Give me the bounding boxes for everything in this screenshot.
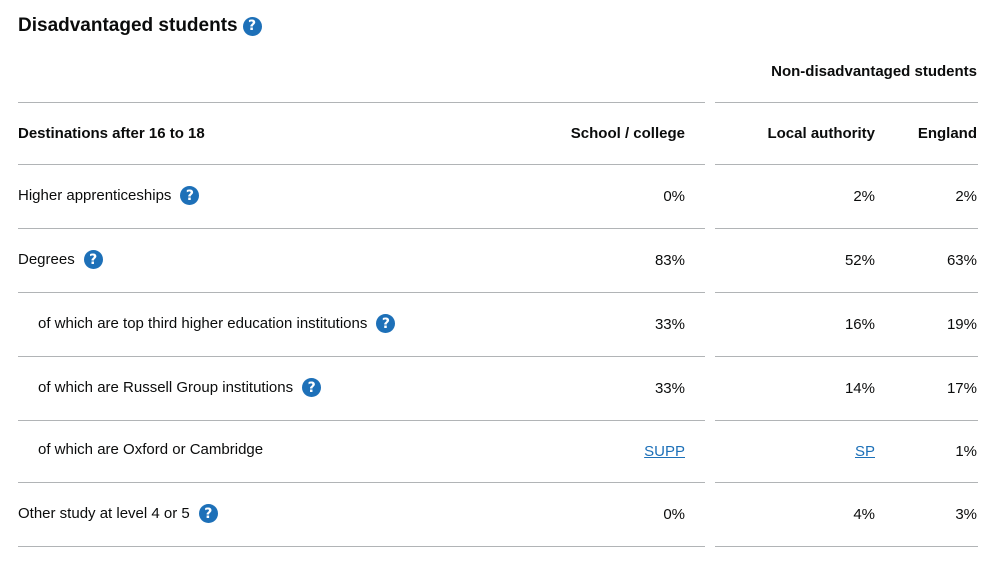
- question-circle-icon[interactable]: ?: [302, 378, 322, 397]
- cell-england-value: 19%: [946, 316, 977, 333]
- cell-england-value: 1%: [955, 443, 977, 460]
- cell-school-value[interactable]: SUPP: [644, 443, 685, 460]
- divider: [18, 102, 705, 103]
- column-header-school: School / college: [570, 125, 685, 142]
- row-divider: [18, 356, 705, 357]
- cell-school-value: 33%: [654, 380, 685, 397]
- row-divider: [18, 228, 705, 229]
- row-divider: [715, 546, 978, 547]
- row-divider: [715, 292, 978, 293]
- cell-school-value: 33%: [654, 316, 685, 333]
- row-label: Other study at level 4 or 5?: [18, 504, 218, 523]
- cell-england-value: 17%: [946, 380, 977, 397]
- row-label: of which are top third higher education …: [38, 314, 396, 333]
- cell-school-value: 0%: [663, 188, 685, 205]
- row-label-text: of which are Oxford or Cambridge: [38, 441, 264, 458]
- question-circle-icon[interactable]: ?: [376, 314, 396, 333]
- row-divider: [18, 482, 705, 483]
- cell-england-value: 63%: [946, 252, 977, 269]
- row-divider: [715, 482, 978, 483]
- row-label: Higher apprenticeships?: [18, 186, 200, 205]
- row-label: Degrees?: [18, 250, 103, 269]
- cell-local-authority-value: 14%: [844, 380, 875, 397]
- row-divider: [18, 164, 705, 165]
- row-label-text: of which are Russell Group institutions: [38, 379, 294, 396]
- cell-local-authority-value: 16%: [844, 316, 875, 333]
- cell-local-authority-value[interactable]: SP: [854, 443, 875, 460]
- question-circle-icon[interactable]: ?: [198, 504, 218, 523]
- column-header-england: England: [917, 125, 977, 142]
- row-divider: [18, 420, 705, 421]
- question-circle-icon[interactable]: ?: [180, 186, 200, 205]
- row-divider: [18, 546, 705, 547]
- question-circle-icon[interactable]: ?: [83, 250, 103, 269]
- row-label-text: Degrees: [18, 251, 75, 268]
- question-circle-icon[interactable]: ?: [242, 16, 262, 36]
- cell-school-value: 83%: [654, 252, 685, 269]
- row-label-text: Higher apprenticeships: [18, 187, 172, 204]
- divider: [715, 102, 978, 103]
- row-divider: [715, 164, 978, 165]
- cell-local-authority-value: 2%: [853, 188, 875, 205]
- row-label-text: of which are top third higher education …: [38, 315, 368, 332]
- column-header-local-authority: Local authority: [767, 125, 875, 142]
- column-header-destination: Destinations after 16 to 18: [18, 125, 205, 142]
- row-label: of which are Oxford or Cambridge: [38, 441, 263, 458]
- row-divider: [18, 292, 705, 293]
- cell-england-value: 2%: [955, 188, 977, 205]
- cell-local-authority-value: 4%: [853, 506, 875, 523]
- row-divider: [715, 356, 978, 357]
- group-header-non-disadvantaged: Non-disadvantaged students: [771, 63, 977, 80]
- cell-school-value: 0%: [663, 506, 685, 523]
- row-divider: [715, 420, 978, 421]
- row-divider: [715, 228, 978, 229]
- cell-local-authority-value: 52%: [844, 252, 875, 269]
- row-label-text: Other study at level 4 or 5: [18, 505, 190, 522]
- cell-england-value: 3%: [955, 506, 977, 523]
- section-heading: Disadvantaged students ?: [18, 15, 262, 37]
- section-title: Disadvantaged students: [18, 15, 238, 36]
- row-label: of which are Russell Group institutions?: [38, 378, 322, 397]
